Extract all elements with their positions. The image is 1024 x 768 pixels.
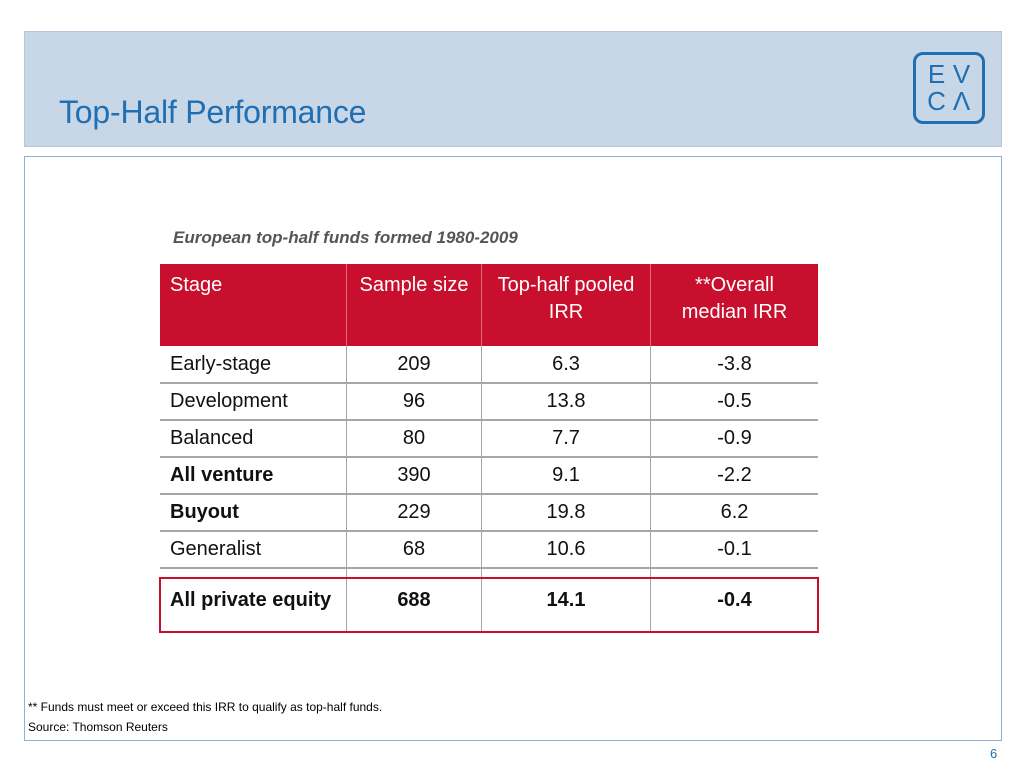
top-half-cell: 10.6: [481, 531, 651, 569]
top-half-cell: 9.1: [481, 457, 651, 495]
median-cell: -2.2: [650, 457, 818, 495]
page-number: 6: [990, 746, 998, 761]
median-cell: -0.1: [650, 531, 818, 569]
logo-letter: C: [927, 86, 946, 116]
table-row: Early-stage 209 6.3 -3.8: [160, 346, 818, 384]
sample-cell: 96: [346, 383, 482, 421]
header-top-half-irr: Top-half pooled IRR: [481, 264, 651, 346]
median-cell: -0.5: [650, 383, 818, 421]
top-half-cell: 6.3: [481, 346, 651, 384]
footnote: ** Funds must meet or exceed this IRR to…: [28, 700, 383, 714]
table-spacer: [160, 568, 818, 577]
logo-letter: V: [952, 59, 971, 89]
sample-cell: 209: [346, 346, 482, 384]
sample-cell: 390: [346, 457, 482, 495]
stage-cell: All venture: [160, 457, 347, 495]
median-cell: -3.8: [650, 346, 818, 384]
performance-table: Stage Sample size Top-half pooled IRR **…: [160, 264, 818, 633]
sample-cell: 68: [346, 531, 482, 569]
spacer-cell: [346, 568, 482, 577]
table-row: Balanced 80 7.7 -0.9: [160, 420, 818, 458]
sample-cell: 688: [346, 577, 482, 633]
median-cell: -0.4: [650, 577, 818, 633]
stage-cell: Development: [160, 383, 347, 421]
top-half-cell: 19.8: [481, 494, 651, 532]
table-row: Development 96 13.8 -0.5: [160, 383, 818, 421]
spacer-cell: [160, 568, 347, 577]
sample-cell: 80: [346, 420, 482, 458]
top-half-cell: 7.7: [481, 420, 651, 458]
sample-cell: 229: [346, 494, 482, 532]
top-half-cell: 14.1: [481, 577, 651, 633]
stage-cell: Balanced: [160, 420, 347, 458]
header-stage: Stage: [160, 264, 347, 346]
spacer-cell: [481, 568, 651, 577]
median-cell: -0.9: [650, 420, 818, 458]
stage-cell: All private equity: [170, 589, 332, 611]
table-row: Buyout 229 19.8 6.2: [160, 494, 818, 532]
median-cell: 6.2: [650, 494, 818, 532]
page-title: Top-Half Performance: [59, 94, 367, 130]
table-subtitle: European top-half funds formed 1980-2009: [173, 228, 518, 247]
table-row: Generalist 68 10.6 -0.1: [160, 531, 818, 569]
stage-cell: Early-stage: [160, 346, 347, 384]
header-median-irr: **Overall median IRR: [650, 264, 818, 346]
spacer-cell: [650, 568, 818, 577]
logo-letter: Λ: [952, 86, 971, 116]
source-note: Source: Thomson Reuters: [28, 720, 168, 734]
stage-cell: Generalist: [160, 531, 347, 569]
stage-cell: Buyout: [160, 494, 347, 532]
logo-letter: E: [927, 59, 946, 89]
total-row: All private equity 688 14.1 -0.4: [160, 577, 818, 633]
top-half-cell: 13.8: [481, 383, 651, 421]
header-sample-size: Sample size: [346, 264, 482, 346]
title-banner: Top-Half Performance E V C Λ: [24, 31, 1002, 147]
table-row: All venture 390 9.1 -2.2: [160, 457, 818, 495]
table-header-row: Stage Sample size Top-half pooled IRR **…: [160, 264, 818, 346]
evca-logo: E V C Λ: [913, 52, 985, 124]
